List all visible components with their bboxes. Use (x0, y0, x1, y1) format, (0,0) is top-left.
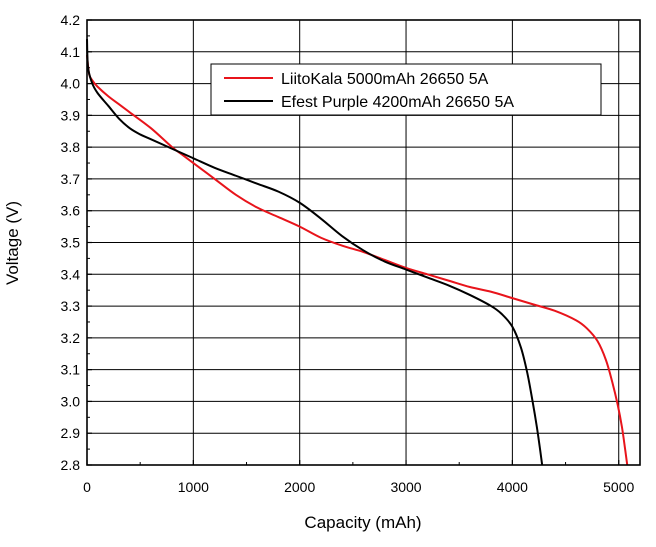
y-tick-label: 3.3 (61, 298, 81, 314)
y-axis-ticks: 2.8 2.9 3.0 3.1 3.2 3.3 3.4 3.5 3.6 3.7 3.8 3.9 4.0 4… (61, 12, 92, 473)
series-lines (86, 39, 629, 466)
x-tick-label: 1000 (178, 479, 209, 495)
y-tick-label: 3.4 (61, 266, 81, 282)
y-tick-label: 3.9 (61, 107, 81, 123)
y-tick-label: 2.8 (61, 457, 81, 473)
plot-frame (86, 19, 641, 466)
x-tick-label: 3000 (390, 479, 421, 495)
legend-label-efest: Efest Purple 4200mAh 26650 5A (281, 94, 514, 111)
y-tick-label: 3.7 (61, 171, 81, 187)
y-tick-label: 3.8 (61, 139, 81, 155)
x-axis-label: Capacity (mAh) (304, 513, 421, 532)
y-tick-label: 3.0 (61, 393, 81, 409)
x-tick-label: 2000 (284, 479, 315, 495)
y-tick-label: 4.2 (61, 12, 81, 28)
y-tick-label: 4.0 (61, 76, 81, 92)
legend-label-liitokala: LiitoKala 5000mAh 26650 5A (281, 71, 489, 88)
y-tick-label: 3.5 (61, 235, 81, 251)
y-tick-label: 2.9 (61, 425, 81, 441)
y-tick-label: 3.2 (61, 330, 81, 346)
x-tick-label: 4000 (497, 479, 528, 495)
x-axis-ticks: 0 1000 2000 3000 4000 5000 (83, 460, 635, 495)
y-tick-label: 3.6 (61, 203, 81, 219)
y-axis-label: Voltage (V) (3, 201, 22, 285)
series-line-0 (86, 54, 629, 466)
x-tick-label: 0 (83, 479, 91, 495)
grid-lines (87, 20, 640, 465)
legend-box (210, 63, 602, 116)
series-line-1 (86, 39, 544, 466)
y-tick-label: 4.1 (61, 44, 81, 60)
x-tick-label: 5000 (603, 479, 634, 495)
legend: LiitoKala 5000mAh 26650 5A Efest Purple … (210, 63, 602, 116)
y-tick-label: 3.1 (61, 362, 81, 378)
